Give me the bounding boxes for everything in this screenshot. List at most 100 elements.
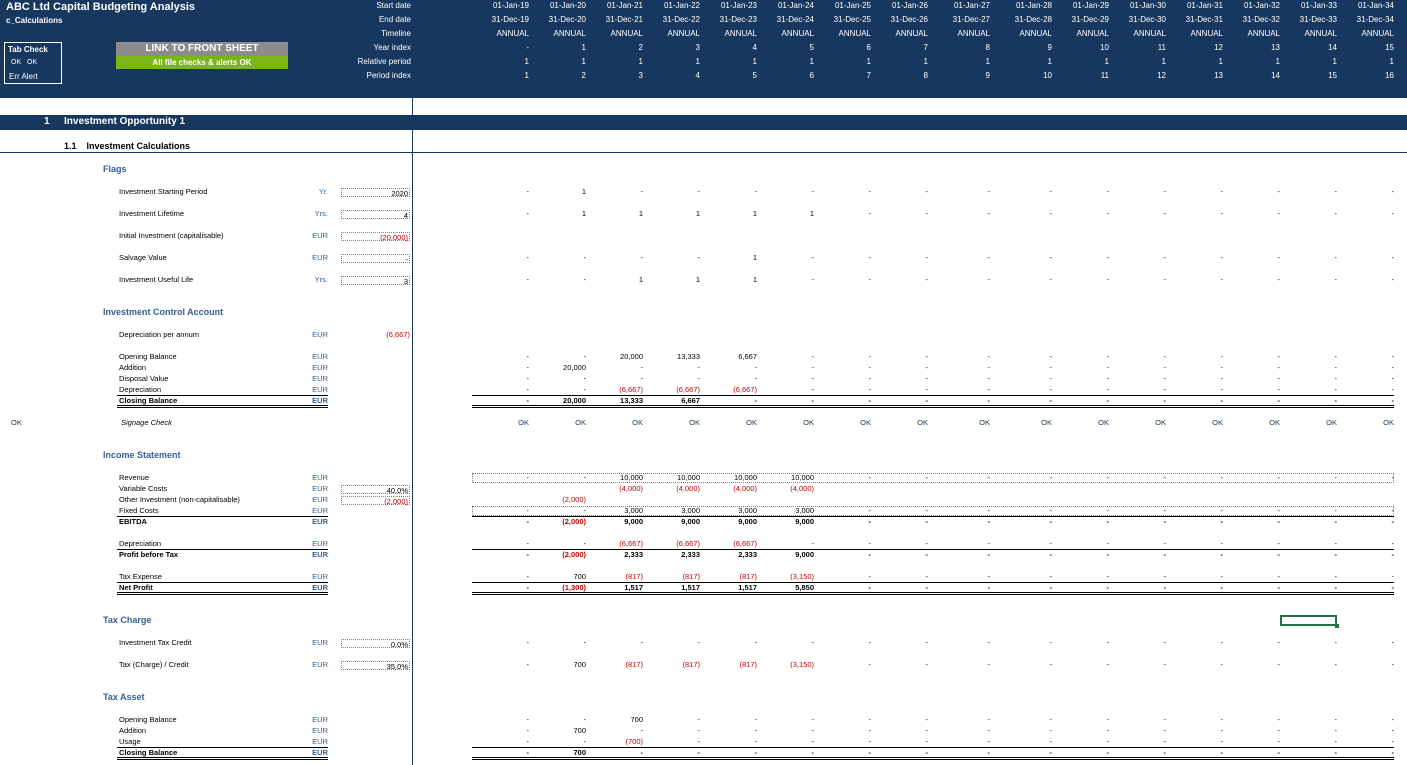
value-cell: - bbox=[1106, 374, 1110, 383]
row-label: Closing Balance bbox=[119, 748, 178, 757]
value-cell: - bbox=[526, 550, 530, 559]
value-cell: - bbox=[1220, 726, 1224, 735]
value-cell: - bbox=[811, 363, 815, 372]
assumption-input[interactable]: 2020 bbox=[341, 188, 410, 198]
value-cell: - bbox=[526, 583, 530, 592]
assumption-input[interactable]: - bbox=[341, 254, 410, 264]
timeline-cell: ANNUAL bbox=[1133, 29, 1166, 38]
value-cell: - bbox=[526, 506, 530, 515]
value-cell: - bbox=[1049, 352, 1053, 361]
assumption-input[interactable]: (20,000) bbox=[341, 232, 410, 242]
relative-period-cell: 1 bbox=[752, 57, 757, 66]
selected-cell[interactable] bbox=[1280, 615, 1339, 628]
value-cell: OK bbox=[979, 418, 990, 427]
value-cell: - bbox=[1220, 385, 1224, 394]
row-label: Tax (Charge) / Credit bbox=[119, 660, 189, 669]
row-label: Addition bbox=[119, 363, 147, 372]
value-cell: - bbox=[868, 660, 872, 669]
end-date-cell: 31-Dec-33 bbox=[1299, 15, 1337, 24]
end-date-cell: 31-Dec-19 bbox=[491, 15, 529, 24]
value-cell: - bbox=[1391, 209, 1395, 218]
total-line bbox=[117, 549, 328, 550]
assumption-input[interactable]: 40.0% bbox=[341, 485, 410, 495]
value-cell: - bbox=[811, 187, 815, 196]
value-cell: 1 bbox=[695, 209, 700, 218]
value-cell: - bbox=[925, 253, 929, 262]
row-unit: EUR bbox=[312, 572, 328, 581]
value-cell: - bbox=[811, 275, 815, 284]
header-label-end-date: End date bbox=[378, 15, 411, 24]
value-cell: - bbox=[1049, 583, 1053, 592]
assumption-input[interactable]: 0.0% bbox=[341, 639, 410, 649]
value-cell: - bbox=[583, 352, 587, 361]
value-cell: 1 bbox=[695, 275, 700, 284]
value-cell: - bbox=[1391, 715, 1395, 724]
header-label-timeline: Timeline bbox=[381, 29, 411, 38]
value-cell: - bbox=[1220, 506, 1224, 515]
value-cell: - bbox=[1049, 374, 1053, 383]
signage-check-label: Signage Check bbox=[121, 418, 172, 427]
value-cell: (817) bbox=[739, 660, 757, 669]
end-date-cell: 31-Dec-27 bbox=[952, 15, 990, 24]
assumption-input[interactable]: 3 bbox=[341, 276, 410, 286]
assumption-input[interactable]: (2,000) bbox=[341, 496, 410, 506]
timeline-cell: ANNUAL bbox=[610, 29, 643, 38]
value-cell: - bbox=[868, 385, 872, 394]
period-index-cell: 4 bbox=[695, 71, 700, 80]
value-cell: - bbox=[925, 374, 929, 383]
assumption-input[interactable]: 4 bbox=[341, 210, 410, 220]
value-cell: 1,517 bbox=[624, 583, 643, 592]
start-date-cell: 01-Jan-23 bbox=[720, 1, 757, 10]
end-date-cell: 31-Dec-34 bbox=[1356, 15, 1394, 24]
value-cell: - bbox=[811, 715, 815, 724]
start-date-cell: 01-Jan-21 bbox=[606, 1, 643, 10]
row-label: Investment Useful Life bbox=[119, 275, 194, 284]
value-cell: - bbox=[1163, 737, 1167, 746]
double-underline bbox=[472, 757, 1394, 760]
value-cell: - bbox=[1220, 352, 1224, 361]
assumption-input[interactable]: 35.0% bbox=[341, 661, 410, 671]
value-cell: - bbox=[697, 638, 701, 647]
value-cell: (3,150) bbox=[790, 572, 814, 581]
header-label-start-date: Start date bbox=[376, 1, 411, 10]
value-cell: - bbox=[1049, 726, 1053, 735]
value-cell: - bbox=[987, 209, 991, 218]
period-index-cell: 15 bbox=[1328, 71, 1337, 80]
value-cell: - bbox=[1391, 737, 1395, 746]
value-cell: - bbox=[640, 374, 644, 383]
value-cell: - bbox=[1391, 506, 1395, 515]
value-cell: 9,000 bbox=[681, 517, 700, 526]
value-cell: OK bbox=[746, 418, 757, 427]
revenue-input-range[interactable] bbox=[472, 473, 1394, 483]
value-cell: - bbox=[868, 275, 872, 284]
value-cell: - bbox=[1163, 550, 1167, 559]
value-cell: - bbox=[1391, 187, 1395, 196]
relative-period-cell: 1 bbox=[524, 57, 529, 66]
value-cell: - bbox=[1106, 473, 1110, 482]
relative-period-cell: 1 bbox=[866, 57, 871, 66]
value-cell: - bbox=[1277, 726, 1281, 735]
section-number: 1 bbox=[44, 116, 50, 127]
value-cell: - bbox=[811, 737, 815, 746]
value-cell: - bbox=[526, 715, 530, 724]
value-cell: - bbox=[640, 638, 644, 647]
subsection-number: 1.1 bbox=[64, 141, 77, 151]
value-cell: - bbox=[583, 275, 587, 284]
value-cell: - bbox=[1106, 583, 1110, 592]
row-unit: EUR bbox=[312, 737, 328, 746]
double-underline bbox=[117, 405, 328, 408]
timeline-cell: ANNUAL bbox=[838, 29, 871, 38]
value-cell: - bbox=[1220, 275, 1224, 284]
year-index-cell: 10 bbox=[1100, 43, 1109, 52]
value-cell: - bbox=[987, 352, 991, 361]
row-unit: EUR bbox=[312, 352, 328, 361]
value-cell: - bbox=[1391, 660, 1395, 669]
value-cell: OK bbox=[689, 418, 700, 427]
fixed-costs-input-range[interactable] bbox=[472, 506, 1394, 516]
end-date-cell: 31-Dec-29 bbox=[1071, 15, 1109, 24]
value-cell: - bbox=[1391, 572, 1395, 581]
value-cell: 6,667 bbox=[738, 352, 757, 361]
link-to-front-sheet-button[interactable]: LINK TO FRONT SHEET bbox=[116, 42, 288, 56]
value-cell: - bbox=[811, 638, 815, 647]
value-cell: - bbox=[583, 737, 587, 746]
